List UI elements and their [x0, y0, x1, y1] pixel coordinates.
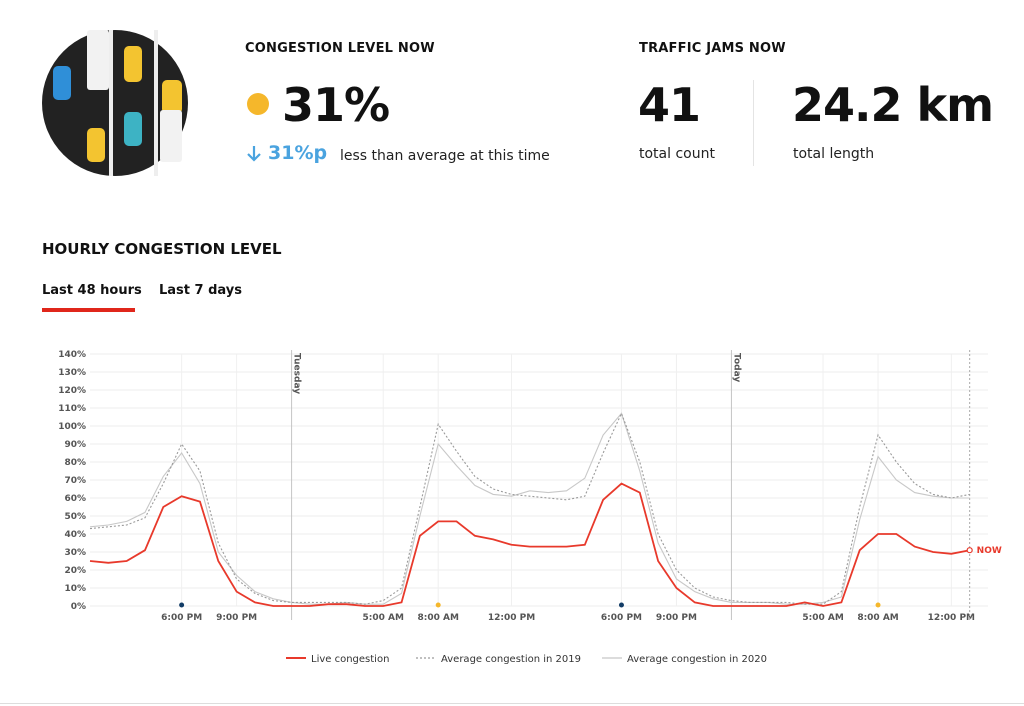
illustration: [42, 30, 188, 176]
x-tick-label: 8:00 AM: [857, 613, 898, 623]
x-tick-label: 5:00 AM: [802, 613, 843, 623]
legend-item: Average congestion in 2019: [416, 654, 581, 665]
down-arrow: [247, 146, 261, 162]
y-tick-label: 80%: [64, 458, 86, 468]
x-tick-label: 8:00 AM: [417, 613, 458, 623]
jams-length-label: total length: [793, 146, 875, 162]
x-tick-label: 6:00 PM: [601, 613, 642, 623]
day-label: Today: [731, 353, 741, 382]
y-tick-label: 110%: [58, 404, 86, 414]
congestion-delta-text: less than average at this time: [340, 148, 550, 164]
x-tick-label: 9:00 PM: [656, 613, 697, 623]
series-line: [89, 482, 970, 607]
jams-length: 24.2 km: [792, 78, 994, 132]
x-tick-label: 5:00 AM: [362, 613, 403, 623]
tab-underline: [42, 308, 135, 312]
x-tick-label: 12:00 PM: [488, 613, 535, 623]
y-tick-label: 30%: [64, 548, 86, 558]
status-dot: [247, 93, 269, 115]
tab[interactable]: Last 48 hours: [42, 283, 142, 298]
y-tick-label: 10%: [64, 584, 86, 594]
jams-title: TRAFFIC JAMS NOW: [639, 41, 786, 56]
y-tick-label: 140%: [58, 350, 86, 360]
legend-label: Live congestion: [311, 654, 389, 665]
bottom-rule: [0, 703, 1024, 704]
rush-marker: [618, 602, 624, 608]
x-tick-label: 9:00 PM: [216, 613, 257, 623]
tab[interactable]: Last 7 days: [159, 283, 242, 298]
congestion-value: 31%: [282, 78, 390, 132]
jams-count-label: total count: [639, 146, 715, 162]
now-point: [966, 547, 973, 554]
day-label: Tuesday: [292, 353, 302, 394]
series-line: [89, 412, 970, 605]
y-tick-label: 70%: [64, 476, 86, 486]
legend-label: Average congestion in 2020: [627, 654, 767, 665]
section-title: HOURLY CONGESTION LEVEL: [42, 240, 282, 258]
x-tick-label: 12:00 PM: [928, 613, 975, 623]
congestion-delta: 31%p: [268, 142, 328, 164]
y-tick-label: 120%: [58, 386, 86, 396]
legend-item: Average congestion in 2020: [602, 654, 767, 665]
jams-count: 41: [638, 78, 701, 132]
series-line: [89, 411, 970, 605]
rush-marker: [435, 602, 441, 608]
x-tick-label: 6:00 PM: [161, 613, 202, 623]
legend-item: Live congestion: [286, 654, 389, 665]
y-tick-label: 130%: [58, 368, 86, 378]
now-label: NOW: [977, 546, 1002, 556]
y-tick-label: 60%: [64, 494, 86, 504]
y-tick-label: 90%: [64, 440, 86, 450]
y-tick-label: 0%: [71, 602, 86, 612]
y-tick-label: 100%: [58, 422, 86, 432]
rush-marker: [875, 602, 881, 608]
divider: [753, 80, 754, 166]
legend-label: Average congestion in 2019: [441, 654, 581, 665]
y-tick-label: 20%: [64, 566, 86, 576]
congestion-title: CONGESTION LEVEL NOW: [245, 41, 435, 56]
rush-marker: [179, 602, 185, 608]
y-tick-label: 40%: [64, 530, 86, 540]
y-tick-label: 50%: [64, 512, 86, 522]
